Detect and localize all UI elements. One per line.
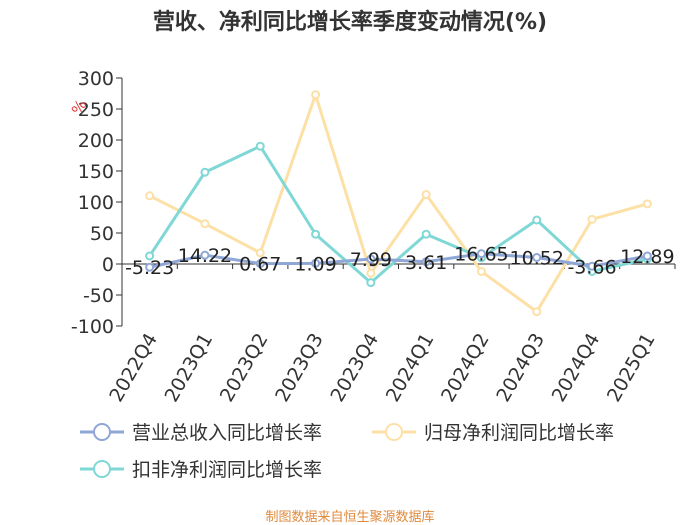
data-point: [311, 90, 321, 100]
data-point: [587, 261, 597, 271]
x-tick-label: 2023Q1: [161, 330, 218, 406]
data-point: [255, 259, 265, 269]
data-point: [366, 254, 376, 264]
data-point: [311, 258, 321, 268]
y-tick-label: 150: [78, 161, 114, 183]
data-label: 0.67: [239, 254, 281, 276]
x-tick-label: 2025Q1: [603, 330, 660, 406]
legend-marker: [93, 460, 111, 478]
data-point: [200, 250, 210, 260]
data-label: 10.52: [510, 247, 564, 269]
legend-label: 扣非净利润同比增长率: [132, 459, 322, 481]
data-label: 1.09: [294, 253, 336, 275]
data-point: [366, 278, 376, 288]
data-point: [311, 229, 321, 239]
data-point: [255, 141, 265, 151]
x-tick-label: 2023Q3: [271, 330, 328, 406]
data-point: [200, 219, 210, 229]
x-tick-label: 2024Q1: [382, 330, 439, 406]
y-tick-label: 100: [78, 192, 114, 214]
data-point: [145, 251, 155, 261]
data-point: [255, 248, 265, 258]
series-lines: [145, 90, 652, 317]
data-point: [421, 190, 431, 200]
data-point: [421, 229, 431, 239]
data-label: 7.99: [350, 249, 392, 271]
y-tick-label: -50: [83, 285, 114, 307]
data-point: [145, 262, 155, 272]
series-line: [149, 252, 648, 269]
data-label: 14.22: [178, 245, 232, 267]
y-tick-label: 200: [78, 130, 114, 152]
data-point: [476, 249, 486, 259]
legend-label: 营业总收入同比增长率: [132, 422, 322, 444]
data-label: -5.23: [125, 257, 174, 279]
x-tick-label: 2022Q4: [105, 330, 162, 406]
data-point: [532, 252, 542, 262]
x-tick-label: 2024Q3: [492, 330, 549, 406]
x-tick-label: 2023Q4: [326, 330, 383, 406]
data-point: [200, 167, 210, 177]
footer-source: 制图数据来自恒生聚源数据库: [265, 510, 435, 525]
series-line: [148, 144, 648, 285]
data-point: [476, 266, 486, 276]
y-tick-label: 0: [102, 254, 114, 276]
x-tick-label: 2024Q2: [437, 330, 494, 406]
data-point: [145, 191, 155, 201]
y-tick-label: 50: [90, 223, 114, 245]
data-label: -3.66: [567, 256, 616, 278]
data-point: [587, 214, 597, 224]
data-point: [421, 257, 431, 267]
series-line: [148, 93, 648, 314]
x-tick-label: 2023Q2: [216, 330, 273, 406]
data-label: 16.65: [454, 244, 508, 266]
data-point: [642, 199, 652, 209]
y-tick-label: 300: [78, 68, 114, 90]
legend-marker: [385, 423, 403, 441]
chart-title: 营收、净利同比增长率季度变动情况(%): [152, 10, 548, 35]
data-point: [532, 215, 542, 225]
legend-label: 归母净利润同比增长率: [424, 422, 614, 444]
data-label: 3.61: [405, 252, 447, 274]
data-point: [642, 251, 652, 261]
y-tick-label: 250: [78, 99, 114, 121]
data-point: [532, 307, 542, 317]
data-label: 12.89: [620, 246, 674, 268]
legend-marker: [93, 423, 111, 441]
x-tick-label: 2024Q4: [548, 330, 605, 406]
y-tick-label: -100: [71, 316, 114, 338]
data-point: [366, 268, 376, 278]
